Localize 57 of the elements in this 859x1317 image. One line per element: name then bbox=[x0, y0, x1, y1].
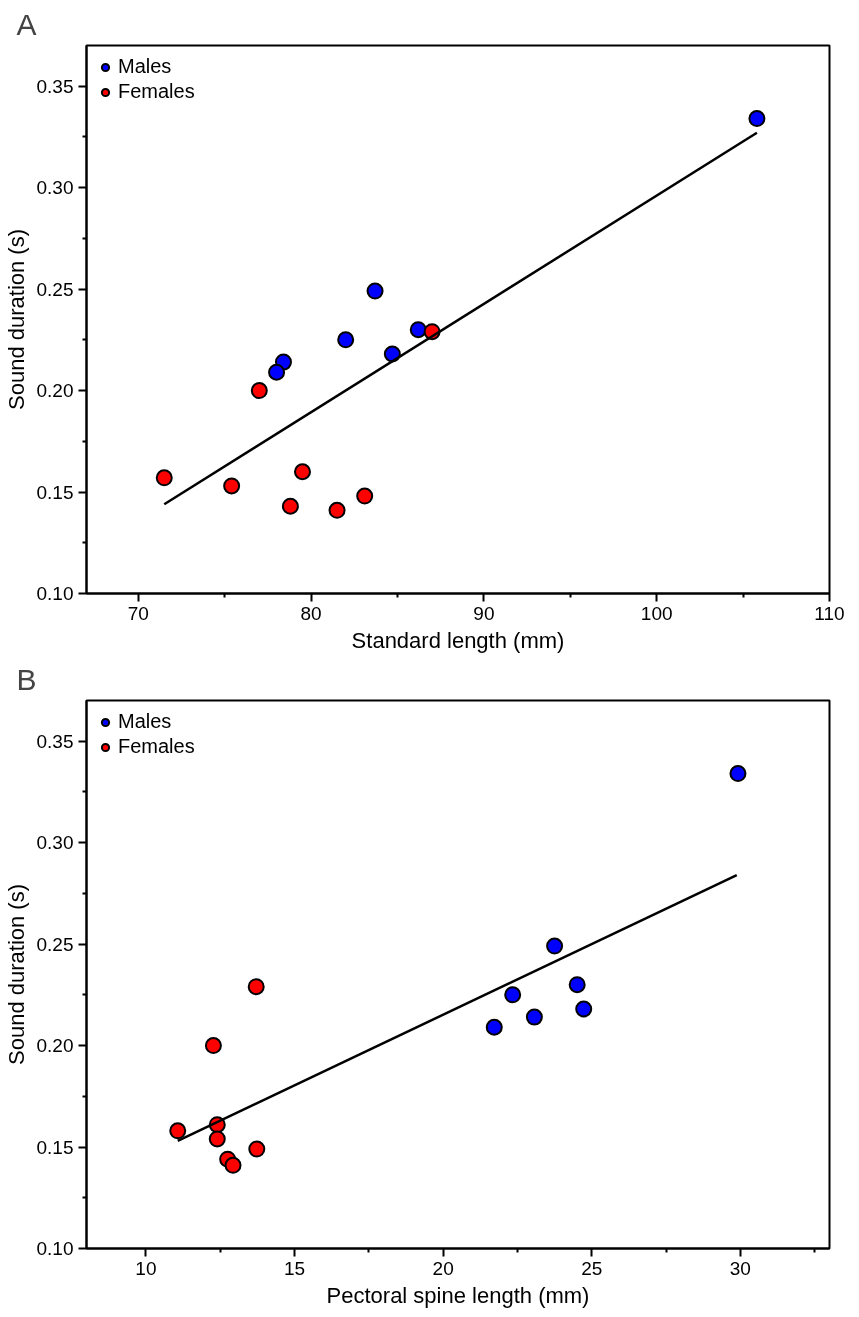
x-tick-label: 80 bbox=[300, 602, 322, 624]
point bbox=[356, 487, 374, 505]
x-tick-label: 70 bbox=[127, 602, 149, 624]
point bbox=[208, 1130, 226, 1148]
legend-label: Females bbox=[118, 80, 195, 103]
point bbox=[748, 110, 766, 128]
point bbox=[281, 497, 299, 515]
point bbox=[204, 1037, 222, 1055]
x-tick-label: 10 bbox=[135, 1257, 157, 1279]
chart-title: A bbox=[16, 7, 37, 41]
point bbox=[485, 1018, 503, 1036]
y-tick-label: 0.30 bbox=[36, 832, 74, 854]
x-tick-label: 15 bbox=[283, 1257, 306, 1279]
y-tick-label: 0.20 bbox=[36, 380, 74, 402]
point bbox=[224, 1156, 242, 1174]
chart-title: B bbox=[16, 662, 37, 696]
point bbox=[169, 1122, 187, 1140]
x-axis-title: Pectoral spine length (mm) bbox=[326, 1282, 590, 1308]
point bbox=[337, 331, 355, 349]
point bbox=[293, 463, 311, 481]
x-tick-label: 25 bbox=[581, 1257, 603, 1279]
point bbox=[525, 1008, 543, 1026]
y-tick-label: 0.10 bbox=[36, 1238, 74, 1259]
point bbox=[247, 978, 265, 996]
y-tick-label: 0.35 bbox=[36, 730, 74, 752]
point bbox=[223, 477, 241, 495]
point bbox=[328, 501, 346, 519]
point bbox=[248, 1140, 266, 1158]
y-tick-label: 0.35 bbox=[36, 75, 74, 97]
x-tick-label: 90 bbox=[473, 602, 495, 624]
point bbox=[409, 321, 427, 339]
y-axis-title: Sound duration (s) bbox=[3, 884, 29, 1065]
point bbox=[575, 1000, 593, 1018]
point bbox=[366, 282, 384, 300]
point bbox=[268, 363, 286, 381]
x-tick-label: 110 bbox=[814, 602, 845, 624]
y-tick-label: 0.25 bbox=[36, 933, 74, 955]
x-tick-label: 30 bbox=[729, 1257, 751, 1279]
point bbox=[155, 469, 173, 487]
point bbox=[250, 382, 268, 400]
point bbox=[568, 976, 586, 994]
y-tick-label: 0.20 bbox=[36, 1035, 74, 1057]
y-tick-label: 0.15 bbox=[36, 481, 74, 503]
x-axis-title: Standard length (mm) bbox=[351, 627, 565, 653]
legend-label: Females bbox=[118, 735, 195, 758]
y-axis-title: Sound duration (s) bbox=[3, 229, 29, 410]
point bbox=[729, 765, 747, 783]
y-tick-label: 0.30 bbox=[36, 177, 74, 199]
point bbox=[546, 937, 564, 955]
legend-label: Males bbox=[118, 55, 172, 78]
legend-label: Males bbox=[118, 710, 172, 733]
point bbox=[504, 986, 522, 1004]
y-tick-label: 0.10 bbox=[36, 583, 74, 604]
y-tick-label: 0.25 bbox=[36, 278, 74, 300]
x-tick-label: 20 bbox=[432, 1257, 454, 1279]
x-tick-label: 100 bbox=[640, 602, 673, 624]
y-tick-label: 0.15 bbox=[36, 1136, 74, 1158]
